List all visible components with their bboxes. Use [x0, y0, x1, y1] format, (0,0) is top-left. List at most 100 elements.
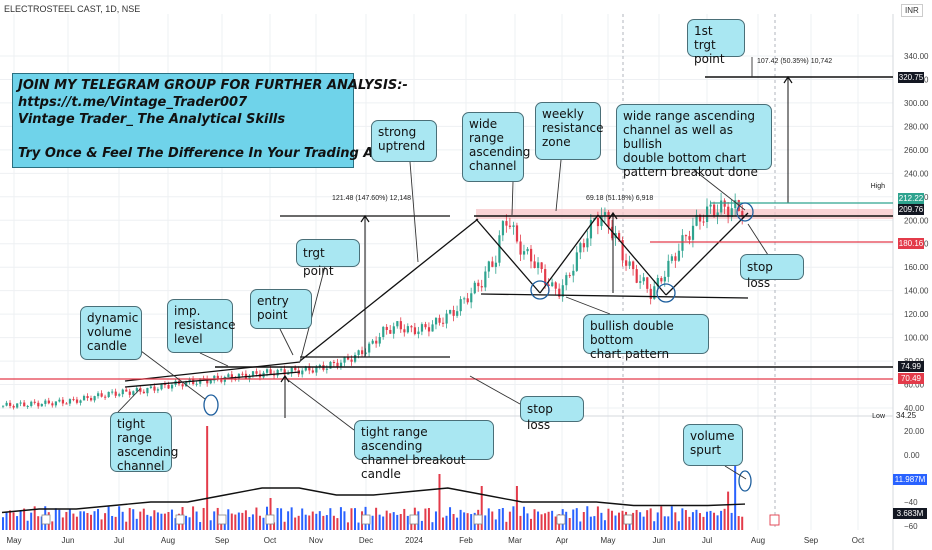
- candle-body: [621, 240, 624, 261]
- volume-bar: [332, 515, 335, 530]
- callout-entry-point: entry point: [250, 289, 312, 329]
- candle-body: [537, 262, 540, 268]
- price-tick-label: 120.00: [904, 310, 929, 319]
- callout-connector: [199, 352, 229, 367]
- candle-body: [684, 235, 688, 237]
- price-tick-label: 300.00: [904, 99, 929, 108]
- volume-bar: [375, 507, 378, 530]
- candle-body: [709, 204, 712, 207]
- candle-body: [33, 401, 36, 403]
- event-marker: [556, 514, 566, 525]
- tight-channel-upper: [124, 361, 301, 382]
- candle-body: [125, 389, 128, 392]
- price-tick-label: 240.00: [904, 169, 929, 178]
- volume-tick-label: −40: [904, 498, 918, 507]
- volume-bar: [727, 491, 730, 530]
- highlight-circle: [736, 202, 754, 222]
- volume-bar: [227, 509, 230, 530]
- volume-bar: [79, 511, 82, 530]
- uptrend-line: [299, 218, 479, 362]
- volume-bar: [111, 515, 114, 530]
- candle-body: [646, 277, 649, 289]
- volume-bar: [632, 512, 635, 530]
- candle-body: [720, 200, 723, 213]
- candle-body: [9, 402, 12, 406]
- volume-bar: [153, 510, 156, 530]
- candle-body: [639, 281, 642, 283]
- volume-bar: [371, 515, 374, 530]
- callout-breakout-candle: tight range ascending channel breakout c…: [354, 420, 494, 481]
- volume-bar: [139, 511, 142, 530]
- candle-body: [558, 288, 561, 297]
- candle-body: [248, 376, 251, 379]
- volume-bar: [653, 521, 656, 530]
- candle-body: [93, 396, 96, 401]
- volume-bar: [135, 518, 138, 530]
- volume-bar: [642, 516, 645, 530]
- arrow-target-3: [783, 75, 793, 84]
- candle-body: [572, 270, 575, 276]
- volume-bar: [554, 516, 557, 530]
- price-tick-label: 60.00: [904, 381, 925, 390]
- candle-body: [660, 277, 663, 282]
- candle-body: [350, 359, 353, 362]
- candle-body: [220, 378, 223, 382]
- volume-tick-label: 0.00: [904, 451, 920, 460]
- volume-bar: [445, 515, 448, 530]
- candle-body: [674, 256, 677, 261]
- volume-bar: [339, 507, 342, 530]
- volume-bar: [677, 521, 680, 530]
- event-marker: [41, 514, 51, 525]
- candle-body: [677, 250, 681, 261]
- zones: [476, 209, 893, 219]
- candle-body: [12, 405, 15, 408]
- volume-bar: [734, 462, 737, 530]
- volume-bar: [396, 514, 399, 530]
- candle-body: [656, 277, 659, 287]
- candle-body: [40, 403, 43, 407]
- currency-label[interactable]: INR: [901, 4, 923, 17]
- volume-bar: [9, 510, 12, 530]
- measure-label-1: 121.48 (147.60%) 12,148: [332, 195, 411, 202]
- candle-body: [530, 248, 533, 262]
- earnings-marker: [769, 514, 780, 526]
- low-label: Low: [872, 413, 886, 420]
- highlight-circle: [530, 280, 550, 300]
- candle-body: [730, 208, 733, 218]
- candle-body: [498, 235, 501, 263]
- callout-first-target: 1st trgt point: [687, 19, 745, 66]
- volume-bar: [294, 517, 297, 530]
- callout-connector: [747, 223, 771, 259]
- volume-bar: [82, 511, 85, 530]
- candle-body: [473, 282, 476, 294]
- candle-body: [146, 387, 149, 394]
- event-marker: [409, 514, 419, 525]
- candle-body: [354, 354, 357, 362]
- candle-body: [618, 233, 621, 241]
- candle-body: [185, 381, 188, 387]
- double-bottom-leg-4: [665, 212, 749, 296]
- volume-bar: [209, 520, 212, 530]
- candle-body: [26, 405, 29, 407]
- candle-body: [547, 284, 550, 287]
- x-tick-label: Mar: [508, 536, 522, 545]
- callout-connector: [409, 161, 419, 263]
- volume-bar: [389, 513, 392, 530]
- volume-bar: [720, 510, 723, 530]
- price-tag-stop-lower: 70.49: [898, 373, 924, 384]
- candle-body: [86, 396, 89, 399]
- volume-bar: [456, 517, 459, 530]
- candle-body: [114, 391, 117, 396]
- callout-dynamic-volume: dynamic volume candle: [80, 306, 142, 360]
- candle-body: [706, 206, 709, 222]
- candle-body: [269, 369, 272, 374]
- highlight-circle: [738, 470, 752, 492]
- volume-bar: [656, 512, 659, 530]
- volume-bar: [2, 517, 4, 530]
- candle-body: [82, 396, 86, 401]
- volume-bar: [255, 507, 258, 530]
- volume-bar: [706, 511, 708, 530]
- volume-bar: [16, 516, 19, 530]
